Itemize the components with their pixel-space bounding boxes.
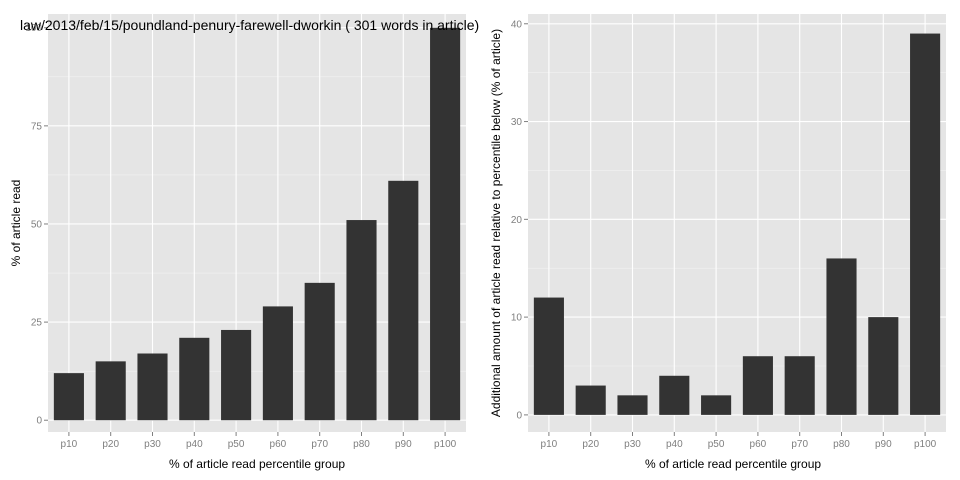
right-y-axis-title: Additional amount of article read relati… — [489, 29, 503, 417]
right-y-tick-label: 20 — [511, 215, 523, 226]
right-x-tick-label: p80 — [833, 439, 850, 450]
right-bar-p20 — [575, 385, 606, 415]
right-bar-p70 — [784, 356, 815, 415]
left-x-tick-label: p10 — [61, 439, 78, 450]
left-x-tick-label: p30 — [144, 439, 161, 450]
right-x-tick-label: p60 — [750, 439, 767, 450]
right-bar-p50 — [701, 395, 732, 415]
right-x-tick-label: p20 — [582, 439, 599, 450]
left-x-tick-label: p100 — [434, 439, 457, 450]
left-bar-p20 — [95, 361, 126, 421]
right-bar-p90 — [868, 317, 899, 415]
left-y-tick-label: 0 — [36, 416, 42, 427]
left-y-axis-title: % of article read — [9, 180, 23, 267]
chart-left: 0 25 50 75 100 p10 p20 p30 p40 p50 p60 p70 p80 p90 p10… — [9, 14, 479, 471]
left-bars — [53, 27, 461, 421]
right-x-tick-label: p100 — [914, 439, 937, 450]
right-x-tick-label: p10 — [541, 439, 558, 450]
right-x-tick-label: p70 — [791, 439, 808, 450]
left-x-tick-label: p20 — [102, 439, 119, 450]
left-bar-p80 — [346, 220, 377, 421]
left-x-tick-label: p70 — [311, 439, 328, 450]
right-bar-p10 — [533, 297, 564, 415]
right-bar-p60 — [742, 356, 773, 415]
right-y-tick-label: 0 — [516, 410, 522, 421]
left-bar-p90 — [388, 180, 419, 421]
right-y-tick-label: 10 — [511, 313, 523, 324]
right-top-margin — [480, 0, 960, 14]
left-bar-p60 — [262, 306, 293, 421]
right-bar-p40 — [659, 375, 690, 415]
right-bars — [533, 33, 941, 415]
left-y-tick-label: 100 — [25, 23, 42, 34]
left-axes: 0 25 50 75 100 p10 p20 p30 p40 p50 p60 p70 p80 p90 p10… — [25, 23, 456, 450]
right-y-tick-label: 40 — [511, 19, 523, 30]
right-x-axis-title: % of article read percentile group — [645, 457, 821, 471]
right-y-tick-label: 30 — [511, 117, 523, 128]
left-bar-p30 — [137, 353, 168, 421]
right-bar-p100 — [910, 33, 941, 415]
left-y-tick-label: 50 — [31, 219, 43, 230]
left-x-tick-label: p60 — [270, 439, 287, 450]
left-y-tick-label: 75 — [31, 121, 43, 132]
left-bar-p70 — [304, 282, 335, 421]
right-bar-p80 — [826, 258, 857, 415]
left-x-tick-label: p40 — [186, 439, 203, 450]
right-x-tick-label: p90 — [875, 439, 892, 450]
left-bar-p100 — [430, 27, 461, 421]
left-chart-title: law/2013/feb/15/poundland-penury-farewel… — [20, 17, 479, 33]
right-axes: 0 10 20 30 40 p10 p20 p30 p40 p50 p60 p70 p80 p90 p100 — [511, 19, 937, 450]
left-x-tick-label: p90 — [395, 439, 412, 450]
right-x-tick-label: p30 — [624, 439, 641, 450]
left-x-axis-title: % of article read percentile group — [169, 457, 345, 471]
left-x-tick-label: p80 — [353, 439, 370, 450]
right-x-tick-label: p40 — [666, 439, 683, 450]
chart-right: 0 10 20 30 40 p10 p20 p30 p40 p50 p60 p70 p80 p90 p100… — [489, 14, 946, 471]
left-bar-p50 — [221, 329, 252, 421]
left-bar-p40 — [179, 337, 210, 421]
right-x-tick-label: p50 — [708, 439, 725, 450]
left-x-tick-label: p50 — [228, 439, 245, 450]
left-bar-p10 — [53, 373, 84, 421]
right-bar-p30 — [617, 395, 648, 415]
left-y-tick-label: 25 — [31, 318, 43, 329]
